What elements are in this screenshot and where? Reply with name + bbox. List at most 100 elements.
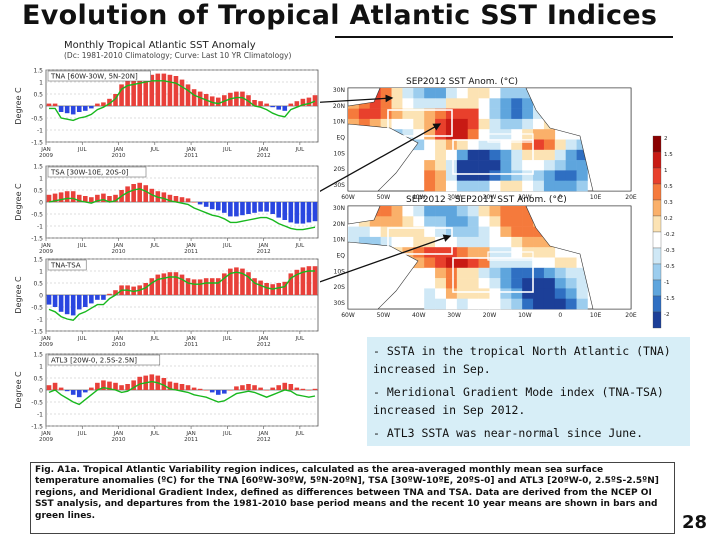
map-cell bbox=[435, 129, 447, 140]
x-tick-label: JUL bbox=[149, 243, 160, 249]
map-cell bbox=[565, 267, 577, 279]
bar bbox=[288, 273, 294, 295]
map-cell bbox=[348, 108, 360, 120]
map-cell bbox=[445, 288, 458, 299]
map-cell bbox=[522, 257, 534, 269]
map-cell bbox=[489, 257, 501, 269]
x-tick-year: 2009 bbox=[39, 249, 53, 255]
bar bbox=[240, 268, 245, 295]
colorbar-label: -0.5 bbox=[664, 264, 675, 270]
y-tick-label: -1 bbox=[37, 224, 43, 231]
bar bbox=[161, 192, 167, 202]
bar bbox=[125, 384, 130, 390]
x-tick-year: 2011 bbox=[184, 342, 198, 348]
map-cell bbox=[543, 288, 556, 299]
map-cell bbox=[565, 278, 577, 289]
map-cell bbox=[467, 170, 479, 181]
lon-label: 20E bbox=[625, 194, 637, 201]
lon-label: 10W bbox=[518, 312, 532, 319]
bar bbox=[46, 295, 52, 305]
map-cell bbox=[565, 170, 577, 181]
map-cell bbox=[369, 118, 381, 130]
map-cell bbox=[413, 108, 425, 120]
summary-box: - SSTA in the tropical North Atlantic (T… bbox=[367, 337, 690, 446]
bar bbox=[252, 202, 257, 213]
map-cell bbox=[456, 236, 469, 248]
map-cell bbox=[380, 108, 392, 120]
map-cell bbox=[424, 118, 436, 130]
map-cell bbox=[478, 149, 490, 161]
map-cell bbox=[565, 288, 577, 299]
map-cell bbox=[500, 170, 512, 181]
map-cell bbox=[522, 298, 534, 310]
map-cell bbox=[511, 206, 523, 217]
map-cell bbox=[500, 139, 512, 151]
bar bbox=[64, 295, 70, 315]
map-cell bbox=[445, 180, 458, 192]
x-tick-label: JAN bbox=[113, 336, 123, 342]
bar bbox=[82, 295, 88, 307]
tsa-region-box bbox=[452, 257, 534, 293]
bar bbox=[119, 385, 124, 390]
bar bbox=[46, 194, 52, 202]
bar bbox=[209, 278, 215, 295]
bar bbox=[288, 202, 294, 223]
map-cell bbox=[467, 98, 479, 109]
map-cell bbox=[456, 226, 469, 238]
bar bbox=[294, 101, 300, 106]
y-tick-label: 0.5 bbox=[33, 281, 43, 288]
map-cell bbox=[478, 257, 490, 269]
x-tick-label: JUL bbox=[77, 147, 88, 153]
map-cell bbox=[424, 298, 436, 310]
summary-bullet-atl3: - ATL3 SSTA was near-normal since June. bbox=[373, 426, 644, 440]
lon-label: 20W bbox=[483, 194, 497, 201]
bar bbox=[215, 202, 221, 211]
map-cell bbox=[424, 216, 436, 227]
map-cell bbox=[554, 160, 566, 171]
tna-region-box bbox=[387, 109, 453, 137]
lon-label: 10W bbox=[518, 194, 532, 201]
map-cell bbox=[391, 118, 403, 130]
lon-label: 50W bbox=[377, 194, 391, 201]
y-tick-label: -1 bbox=[37, 317, 43, 324]
bar bbox=[125, 186, 130, 202]
bar bbox=[113, 94, 118, 106]
map-cell bbox=[522, 88, 534, 99]
map-cell bbox=[543, 278, 556, 289]
chart-subtitle: (Dc: 1981-2010 Climatology; Curve: Last … bbox=[64, 51, 291, 60]
colorbar-swatch bbox=[652, 231, 662, 249]
map-cell bbox=[402, 98, 414, 109]
map-cell bbox=[489, 160, 501, 171]
map-cell bbox=[467, 88, 479, 99]
map-cell bbox=[543, 149, 556, 161]
x-tick-label: JUL bbox=[77, 431, 88, 437]
map-cell bbox=[489, 226, 501, 238]
map-cell bbox=[435, 118, 447, 130]
bar bbox=[234, 91, 239, 106]
bar bbox=[167, 194, 173, 202]
y-tick-label: 0 bbox=[39, 388, 43, 395]
bar bbox=[179, 79, 185, 106]
bar bbox=[197, 202, 203, 205]
y-axis-label: Degree C bbox=[14, 183, 23, 221]
map-cell bbox=[565, 139, 577, 151]
bar bbox=[270, 202, 275, 214]
colorbar-label: -1 bbox=[664, 280, 669, 286]
colorbar-swatch bbox=[652, 167, 662, 185]
y-tick-label: 1.5 bbox=[33, 352, 43, 359]
bar bbox=[167, 381, 173, 390]
bar bbox=[252, 385, 257, 390]
map-cell bbox=[424, 108, 436, 120]
map-cell bbox=[456, 206, 469, 217]
map-cell bbox=[554, 149, 566, 161]
map-cell bbox=[511, 149, 523, 161]
bar bbox=[82, 106, 88, 111]
map-cell bbox=[500, 98, 512, 109]
bar bbox=[167, 74, 173, 106]
y-axis-label: Degree C bbox=[14, 371, 23, 409]
map-cell bbox=[511, 278, 523, 289]
map-cell bbox=[456, 118, 469, 130]
map-cell bbox=[456, 247, 469, 258]
map-cell bbox=[500, 206, 512, 217]
